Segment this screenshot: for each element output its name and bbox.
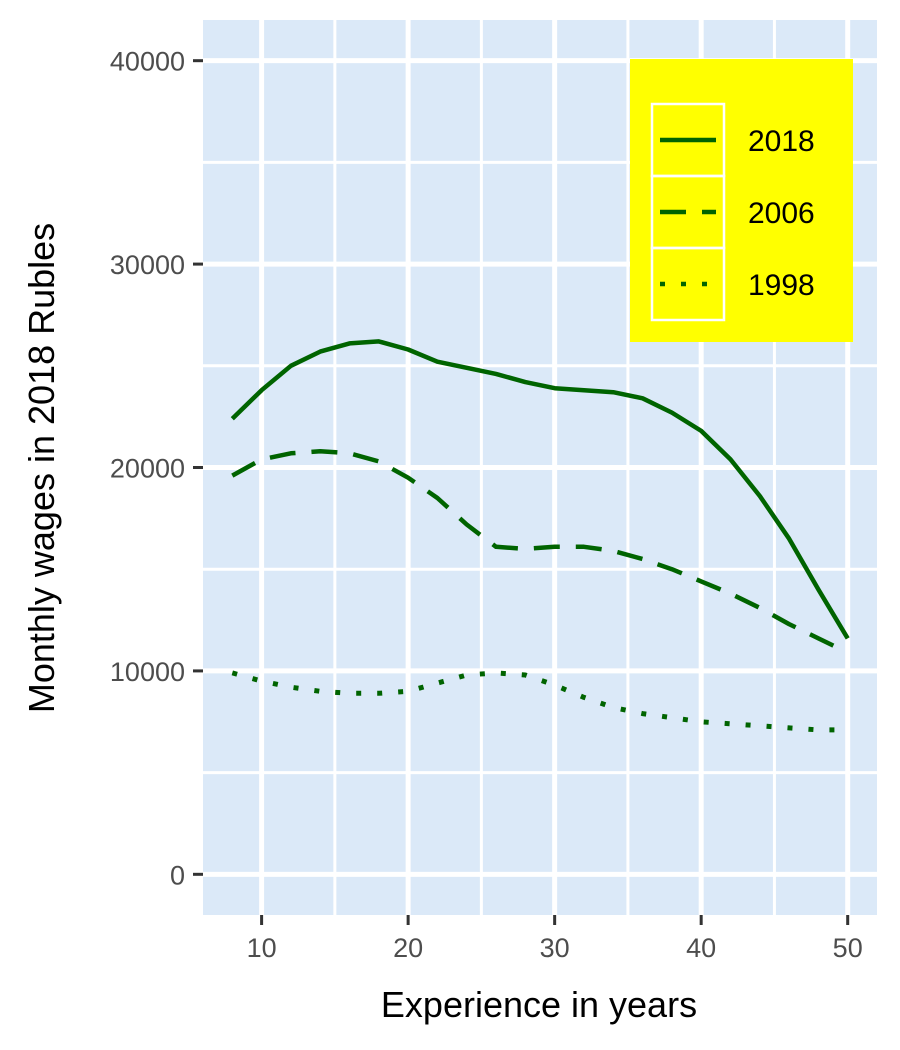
series-line-2006 (231, 448, 849, 655)
y-axis-title: Monthly wages in 2018 Rubles (21, 223, 62, 713)
axes: 10 20 30 40 50 0 10000 20000 30000 40000 (110, 47, 863, 963)
y-tick-label: 10000 (110, 657, 185, 687)
x-axis-title: Experience in years (381, 984, 697, 1025)
legend-label: 1998 (748, 269, 815, 302)
series-line-2018 (230, 339, 850, 640)
y-tick-label: 30000 (110, 250, 185, 280)
x-tick-label: 20 (393, 933, 423, 963)
grid-lines (203, 20, 877, 915)
series-lines (230, 339, 850, 733)
legend-key-box (650, 246, 726, 322)
y-tick-label: 40000 (110, 47, 185, 77)
x-tick-label: 40 (686, 933, 716, 963)
legend: 2018 2006 1998 (630, 59, 853, 342)
legend-background (630, 59, 853, 342)
legend-label: 2018 (748, 125, 815, 158)
legend-label: 2006 (748, 197, 815, 230)
x-tick-label: 10 (247, 933, 277, 963)
x-tick-label: 50 (833, 933, 863, 963)
x-tick-label: 30 (540, 933, 570, 963)
y-tick-label: 20000 (110, 454, 185, 484)
y-tick-label: 0 (170, 860, 185, 890)
